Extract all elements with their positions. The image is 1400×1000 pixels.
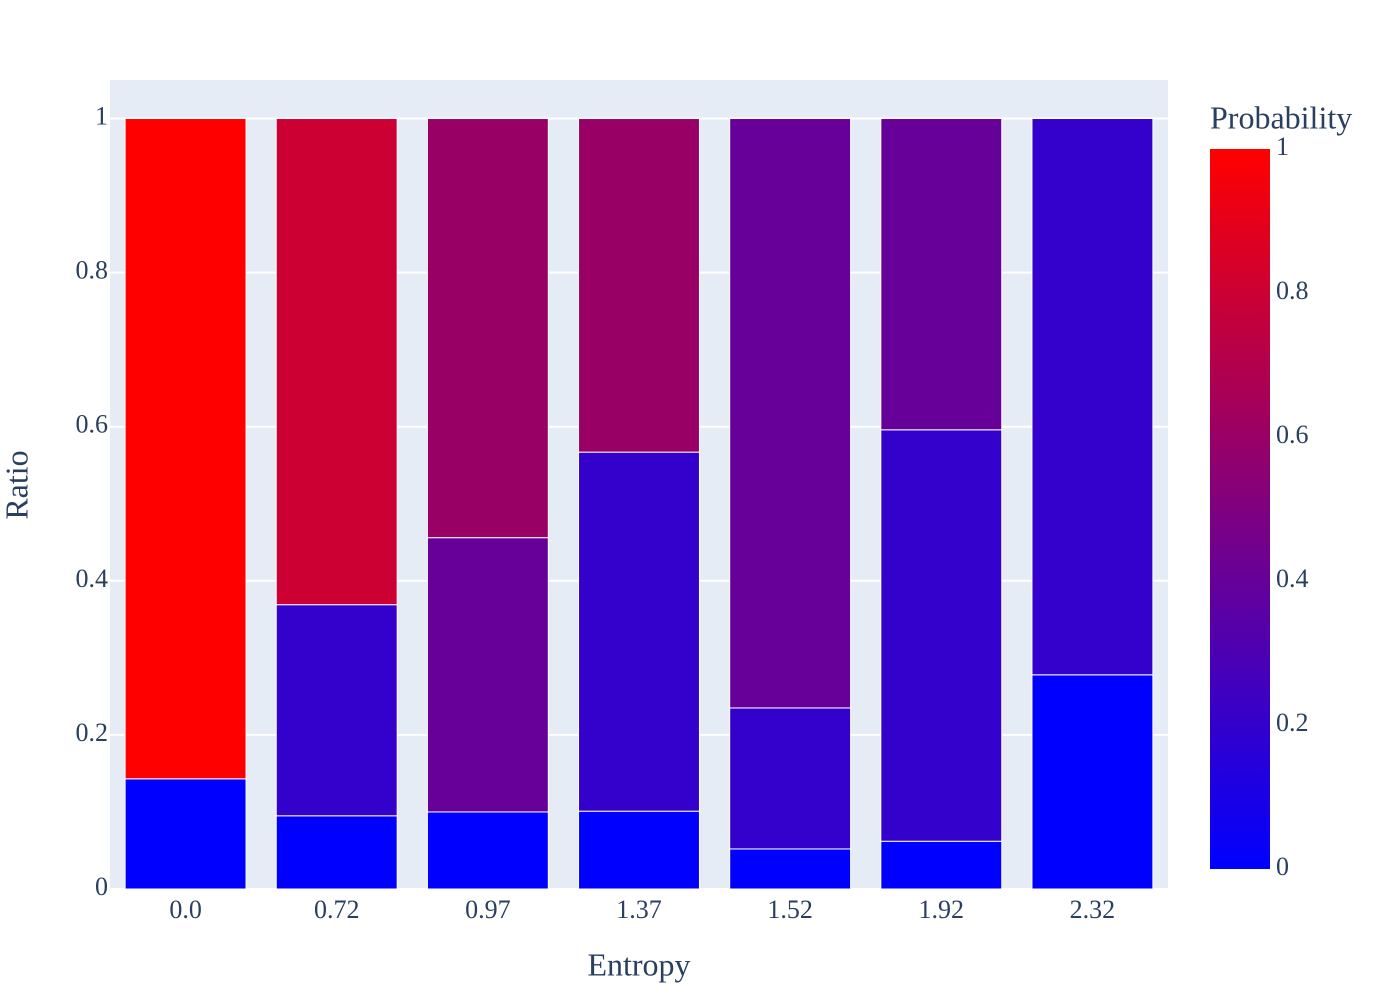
x-tick-label: 1.37 xyxy=(616,895,662,924)
colorbar-tick-label: 0 xyxy=(1276,852,1289,881)
x-tick-label: 1.92 xyxy=(919,895,965,924)
bar-segment xyxy=(729,118,852,709)
bar-segment xyxy=(729,848,852,890)
bar-segment xyxy=(275,604,398,817)
x-tick-label: 0.72 xyxy=(314,895,360,924)
colorbar-tick-label: 0.6 xyxy=(1276,420,1309,449)
colorbar-tick-label: 0.4 xyxy=(1276,564,1309,593)
bar-segment xyxy=(880,840,1003,890)
colorbar-title: Probability xyxy=(1210,99,1352,135)
bar-segment xyxy=(578,810,700,890)
y-axis-title: Ratio xyxy=(0,450,34,519)
bar-segment xyxy=(275,118,398,606)
bar-segment xyxy=(426,537,549,813)
x-axis-title: Entropy xyxy=(587,946,690,982)
bar-segment xyxy=(426,811,549,890)
x-tick-label: 0.97 xyxy=(465,895,511,924)
x-tick-label: 0.0 xyxy=(169,895,202,924)
y-tick-label: 1 xyxy=(95,101,108,130)
y-tick-label: 0.4 xyxy=(76,564,109,593)
bar-segment xyxy=(426,118,549,539)
colorbar-tick-label: 0.2 xyxy=(1276,708,1309,737)
bar-segment xyxy=(124,118,247,780)
colorbar xyxy=(1210,149,1270,869)
x-tick-label: 1.52 xyxy=(767,895,813,924)
colorbar-tick-label: 1 xyxy=(1276,132,1289,161)
y-tick-label: 0.6 xyxy=(76,410,109,439)
colorbar-tick-label: 0.8 xyxy=(1276,276,1309,305)
bar-segment xyxy=(1031,674,1154,890)
bar-segment xyxy=(880,429,1003,842)
bar-segment xyxy=(880,118,1003,431)
bar-segment xyxy=(729,707,852,850)
x-tick-label: 2.32 xyxy=(1070,895,1116,924)
bar-segment xyxy=(578,118,700,453)
bar-segment xyxy=(124,778,247,890)
bar-segment xyxy=(1031,118,1154,676)
bar-segment xyxy=(275,815,398,890)
y-tick-label: 0 xyxy=(95,872,108,901)
bar-segment xyxy=(578,451,700,812)
y-tick-label: 0.2 xyxy=(76,718,109,747)
y-tick-label: 0.8 xyxy=(76,256,109,285)
